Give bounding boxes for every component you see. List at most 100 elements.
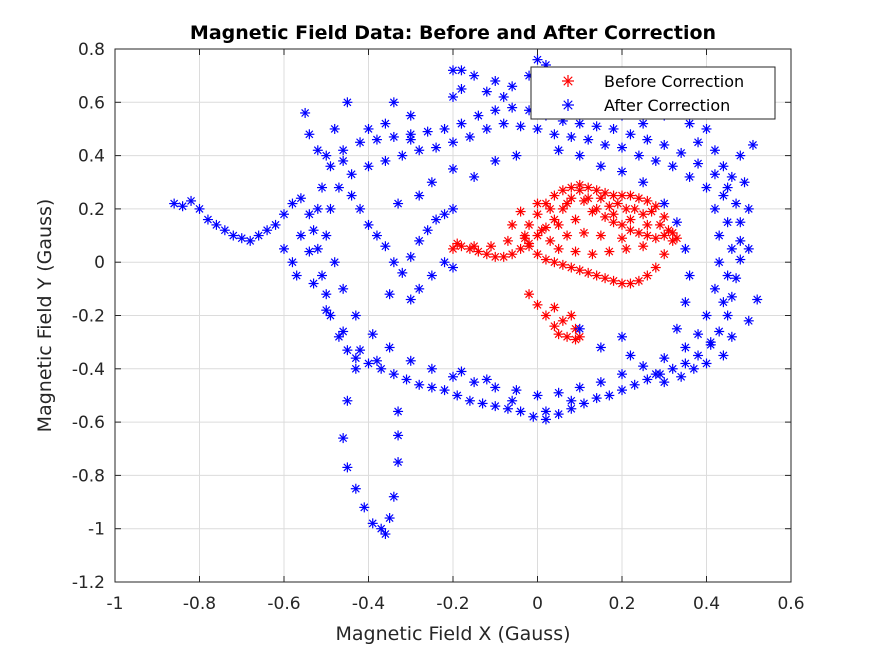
data-point — [448, 91, 458, 102]
data-point — [625, 350, 636, 361]
data-point — [701, 182, 712, 193]
x-tick-label: -1 — [107, 594, 124, 614]
data-point — [667, 161, 678, 172]
data-point — [363, 123, 374, 134]
data-point — [595, 342, 606, 353]
data-point — [380, 118, 391, 129]
data-point — [583, 267, 594, 278]
data-point — [684, 118, 695, 129]
data-point — [350, 353, 361, 364]
data-point — [236, 233, 247, 244]
data-point — [384, 289, 395, 300]
data-point — [608, 190, 619, 201]
data-point — [350, 363, 361, 374]
data-point — [566, 182, 577, 193]
data-point — [595, 161, 606, 172]
data-point — [270, 219, 281, 230]
data-point — [604, 201, 615, 212]
data-point — [655, 219, 666, 230]
data-point — [456, 366, 467, 377]
data-point — [578, 195, 589, 206]
data-point — [726, 291, 737, 302]
data-point — [186, 195, 197, 206]
data-point — [532, 209, 543, 220]
data-point — [304, 129, 315, 140]
data-point — [456, 83, 467, 94]
data-point — [287, 257, 298, 268]
data-point — [490, 401, 501, 412]
data-point — [481, 123, 492, 134]
data-point — [595, 230, 606, 241]
y-tick-label: -0.8 — [72, 466, 105, 486]
data-point — [464, 131, 475, 142]
data-point — [633, 275, 644, 286]
data-point — [693, 158, 704, 169]
x-axis-label: Magnetic Field X (Gauss) — [335, 623, 570, 645]
data-point — [536, 225, 547, 236]
data-point — [490, 155, 501, 166]
data-point — [371, 230, 382, 241]
data-point — [380, 529, 391, 540]
data-point — [329, 257, 340, 268]
series-before-correction — [448, 179, 682, 345]
data-point — [464, 243, 475, 254]
data-point — [650, 262, 661, 273]
data-point — [583, 134, 594, 145]
data-point — [608, 209, 619, 220]
data-point — [726, 243, 737, 254]
data-point — [464, 395, 475, 406]
data-point — [393, 457, 404, 468]
data-point — [393, 406, 404, 417]
data-point — [515, 243, 526, 254]
data-point — [562, 331, 573, 342]
data-point — [532, 249, 543, 260]
chart-title: Magnetic Field Data: Before and After Co… — [190, 22, 716, 44]
data-point — [625, 214, 636, 225]
data-point — [625, 129, 636, 140]
data-point — [287, 198, 298, 209]
data-point — [574, 265, 585, 276]
data-point — [350, 310, 361, 321]
data-point — [211, 219, 222, 230]
data-point — [557, 185, 568, 196]
data-point — [456, 118, 467, 129]
data-point — [600, 139, 611, 150]
data-point — [350, 483, 361, 494]
data-point — [701, 310, 712, 321]
data-point — [617, 142, 627, 153]
data-point — [735, 217, 746, 228]
data-point — [604, 246, 615, 257]
data-point — [519, 233, 530, 244]
data-point — [262, 225, 273, 236]
data-point — [574, 382, 585, 393]
data-point — [439, 257, 450, 268]
data-point — [448, 137, 458, 148]
data-point — [363, 358, 374, 369]
data-point — [659, 211, 670, 222]
data-point — [388, 369, 399, 380]
data-point — [371, 355, 382, 366]
data-point — [321, 150, 332, 161]
data-point — [448, 163, 458, 174]
data-point — [688, 363, 699, 374]
y-tick-label: -0.2 — [72, 307, 105, 327]
legend-label: Before Correction — [604, 72, 744, 91]
data-point — [549, 321, 560, 332]
data-point — [532, 123, 543, 134]
data-point — [422, 126, 433, 137]
data-point — [304, 246, 315, 257]
data-point — [718, 161, 729, 172]
data-point — [228, 230, 239, 241]
data-point — [312, 145, 323, 156]
data-point — [329, 123, 340, 134]
series-after-correction — [169, 54, 763, 540]
data-point — [638, 241, 649, 252]
data-point — [490, 75, 501, 86]
data-point — [511, 150, 522, 161]
x-tick-label: 0.4 — [693, 594, 720, 614]
data-point — [735, 254, 746, 265]
data-point — [570, 214, 581, 225]
data-point — [279, 243, 289, 254]
data-point — [388, 491, 399, 502]
data-point — [709, 203, 720, 214]
